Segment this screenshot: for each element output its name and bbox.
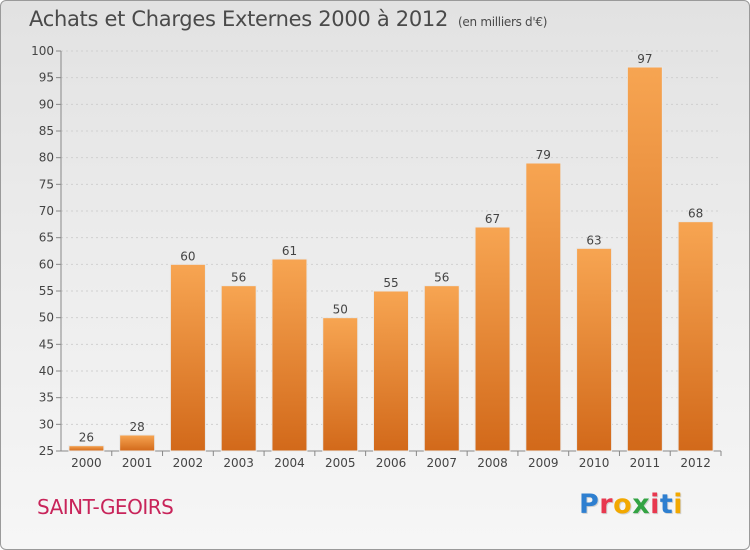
y-tick-label: 75 [39, 177, 54, 191]
x-tick-label: 2010 [579, 456, 610, 470]
x-tick-label: 2009 [528, 456, 559, 470]
bar [373, 290, 409, 452]
data-label: 63 [586, 233, 601, 247]
bars [68, 66, 714, 452]
y-tick-label: 60 [39, 257, 54, 271]
bar [322, 317, 359, 452]
bar [271, 258, 308, 452]
data-label: 56 [231, 271, 246, 285]
x-tick-label: 2000 [71, 456, 102, 470]
x-tick-label: 2011 [630, 456, 661, 470]
x-tick-label: 2008 [477, 456, 508, 470]
y-tick-label: 95 [39, 71, 54, 85]
data-label: 56 [434, 271, 449, 285]
bar [119, 434, 156, 452]
data-label: 61 [282, 244, 297, 258]
data-label: 97 [637, 52, 652, 66]
y-tick-label: 65 [39, 231, 54, 245]
data-label: 28 [130, 420, 145, 434]
y-tick-label: 45 [39, 337, 54, 351]
chart-subtitle: (en milliers d'€) [458, 15, 548, 29]
x-tick-label: 2006 [376, 456, 407, 470]
logo-letter: o [613, 489, 633, 520]
bar [220, 285, 257, 452]
y-tick-label: 55 [39, 284, 54, 298]
bar [169, 263, 206, 452]
logo-letter: t [659, 489, 674, 520]
x-tick-label: 2007 [426, 456, 457, 470]
y-tick-label: 25 [39, 444, 54, 458]
y-tick-label: 85 [39, 124, 54, 138]
proxiti-logo: Proxiti [579, 489, 683, 520]
place-name: SAINT-GEOIRS [37, 495, 174, 519]
x-tick-label: 2001 [122, 456, 153, 470]
x-tick-label: 2012 [680, 456, 711, 470]
y-tick-label: 100 [31, 44, 54, 58]
bar [525, 162, 562, 452]
y-tick-label: 35 [39, 391, 54, 405]
y-tick-label: 40 [39, 364, 54, 378]
x-tick-label: 2004 [274, 456, 305, 470]
data-label: 67 [485, 212, 500, 226]
bar [68, 445, 105, 452]
bar [474, 226, 511, 452]
y-tick-label: 50 [39, 311, 54, 325]
bar [423, 285, 460, 452]
data-labels: 26 28 60 56 61 50 55 56 67 79 63 97 68 [79, 52, 704, 445]
data-label: 60 [180, 249, 195, 263]
logo-letter: i [673, 489, 684, 520]
data-label: 68 [688, 207, 703, 221]
logo-letter: P [579, 489, 600, 520]
bar [576, 247, 613, 452]
y-tick-label: 70 [39, 204, 54, 218]
y-tick-label: 90 [39, 97, 54, 111]
logo-letter: r [599, 489, 614, 520]
chart-title: Achats et Charges Externes 2000 à 2012 (e… [29, 7, 548, 31]
data-label: 50 [333, 303, 348, 317]
x-tick-label: 2003 [223, 456, 254, 470]
logo-letter: x [632, 489, 651, 520]
data-label: 55 [383, 276, 398, 290]
x-tick-label: 2002 [173, 456, 204, 470]
bar [677, 221, 714, 452]
x-tick-label: 2005 [325, 456, 356, 470]
y-tick-label: 30 [39, 417, 54, 431]
bar [626, 66, 663, 452]
logo-letter: i [650, 489, 660, 520]
data-label: 79 [536, 148, 551, 162]
data-label: 26 [79, 431, 94, 445]
y-tick-label: 80 [39, 151, 54, 165]
